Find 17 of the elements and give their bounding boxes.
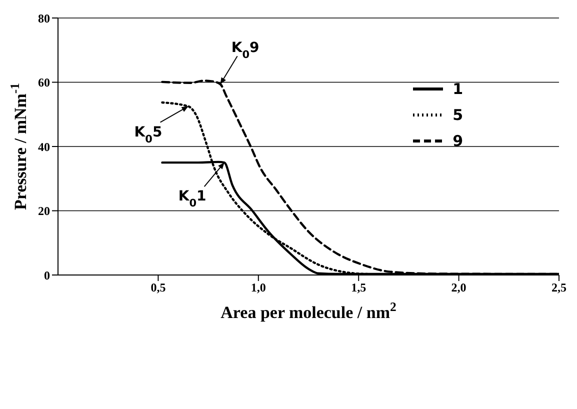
- annotation: K$_{0}$1: [178, 188, 206, 210]
- y-tick-label: 0: [44, 268, 50, 282]
- legend-label: 1: [452, 80, 463, 98]
- x-tick-label: 1,5: [351, 280, 366, 295]
- y-tick-label: 60: [38, 76, 50, 90]
- annotation: K$_{0}$5: [134, 124, 162, 146]
- legend-label: 5: [452, 106, 463, 124]
- x-tick-label: 2,5: [552, 280, 566, 295]
- x-axis-title: Area per molecule / nm$^{2}$: [220, 300, 396, 322]
- annotation: K$_{0}$9: [231, 40, 260, 62]
- x-tick-label: 1,0: [250, 280, 266, 295]
- y-tick-label: 20: [38, 204, 50, 218]
- x-tick-label: 0,5: [150, 280, 166, 295]
- legend-label: 9: [452, 132, 463, 150]
- y-tick-label: 80: [38, 11, 50, 26]
- x-tick-label: 2,0: [451, 280, 466, 295]
- y-tick-label: 40: [38, 140, 50, 154]
